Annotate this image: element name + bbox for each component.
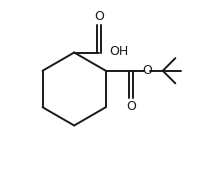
Text: O: O — [94, 10, 104, 23]
Text: O: O — [142, 64, 152, 77]
Text: OH: OH — [109, 44, 128, 58]
Text: O: O — [126, 100, 136, 114]
